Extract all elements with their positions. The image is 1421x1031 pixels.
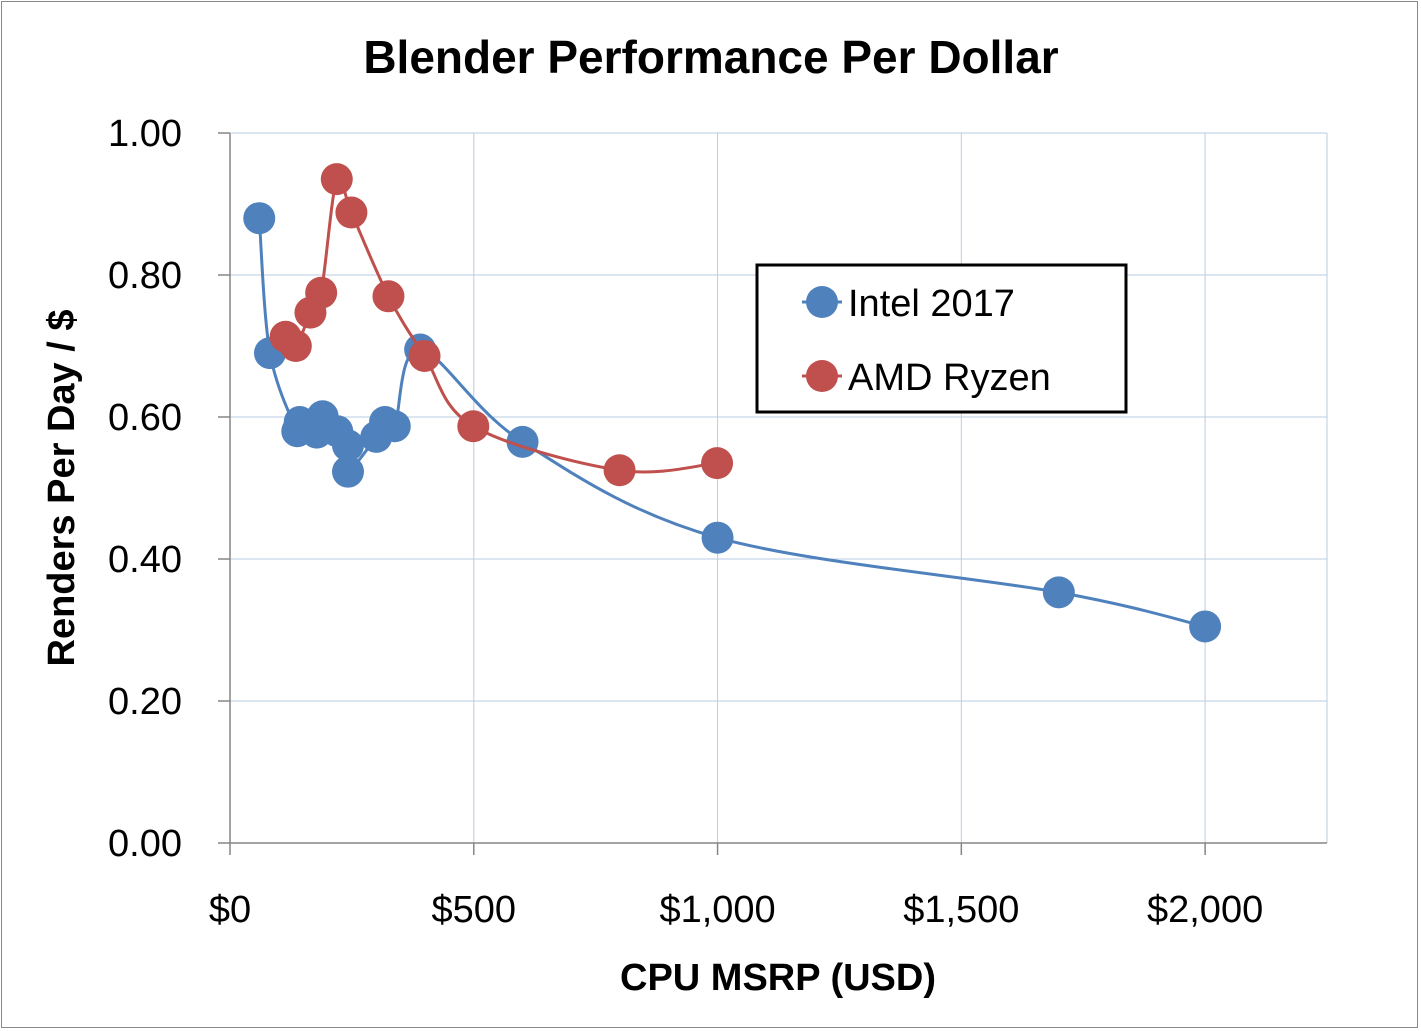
data-point-intel-2017 <box>1042 576 1075 609</box>
y-tick-label: 0.00 <box>108 823 182 865</box>
data-point-amd-ryzen <box>701 447 734 480</box>
legend-item-intel-2017: Intel 2017 <box>802 283 1015 325</box>
x-tick-label: $1,000 <box>659 889 775 931</box>
series-layer <box>243 163 1222 643</box>
y-tick-label: 0.60 <box>108 397 182 439</box>
series-amd-ryzen <box>269 163 734 487</box>
x-tick-label: $500 <box>432 889 517 931</box>
data-point-intel-2017 <box>701 521 734 554</box>
chart-title: Blender Performance Per Dollar <box>363 31 1058 83</box>
data-point-amd-ryzen <box>372 280 405 313</box>
data-point-amd-ryzen <box>457 410 490 443</box>
legend-label-amd-ryzen: AMD Ryzen <box>848 357 1051 399</box>
x-tick-label: $0 <box>209 889 251 931</box>
gridlines <box>230 132 1328 843</box>
legend-marker-amd-ryzen <box>806 360 838 392</box>
y-tick-label: 1.00 <box>108 113 182 155</box>
legend: Intel 2017 AMD Ryzen <box>755 263 1128 414</box>
x-axis-title: CPU MSRP (USD) <box>620 957 936 999</box>
data-point-amd-ryzen <box>305 276 338 309</box>
x-tick-label: $2,000 <box>1147 889 1263 931</box>
legend-label-intel-2017: Intel 2017 <box>848 283 1015 325</box>
data-point-intel-2017 <box>378 410 411 443</box>
legend-item-amd-ryzen: AMD Ryzen <box>802 357 1051 399</box>
data-point-amd-ryzen <box>603 454 636 487</box>
axes <box>218 132 1327 855</box>
data-point-amd-ryzen <box>335 196 368 229</box>
data-point-amd-ryzen <box>279 330 312 362</box>
data-point-intel-2017 <box>331 429 364 462</box>
data-point-intel-2017 <box>331 455 364 488</box>
legend-marker-intel-2017 <box>806 286 838 318</box>
data-point-intel-2017 <box>243 202 276 235</box>
x-tick-label: $1,500 <box>903 889 1019 931</box>
y-tick-label: 0.40 <box>108 539 182 581</box>
data-point-amd-ryzen <box>408 339 441 372</box>
y-tick-label: 0.80 <box>108 255 182 297</box>
tick-labels: 0.00 0.20 0.40 0.60 0.80 1.00 $0 $500 $1,000 $1,5… <box>108 113 1263 931</box>
data-point-intel-2017 <box>1189 610 1222 643</box>
y-tick-label: 0.20 <box>108 681 182 723</box>
y-axis-title: Renders Per Day / $ <box>41 310 83 667</box>
data-point-amd-ryzen <box>320 163 353 196</box>
series-intel-2017 <box>243 202 1222 643</box>
